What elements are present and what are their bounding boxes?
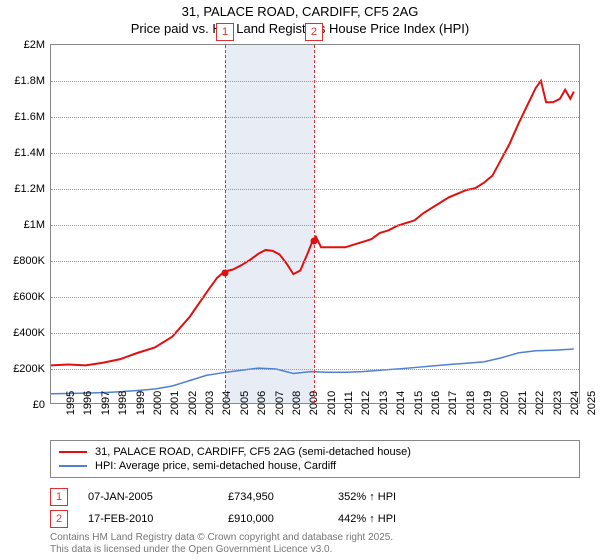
legend-label: HPI: Average price, semi-detached house,…	[95, 460, 336, 472]
y-axis-tick-label: £1.4M	[14, 147, 51, 159]
legend-swatch	[59, 451, 87, 453]
legend-item: 31, PALACE ROAD, CARDIFF, CF5 2AG (semi-…	[59, 445, 571, 459]
transaction-date: 17-FEB-2010	[88, 513, 208, 525]
y-axis-tick-label: £200K	[13, 363, 51, 375]
footer-line1: Contains HM Land Registry data © Crown c…	[50, 532, 393, 544]
y-axis-tick-label: £400K	[13, 327, 51, 339]
transaction-row: 2 17-FEB-2010 £910,000 442% ↑ HPI	[50, 508, 580, 530]
y-axis-tick-label: £600K	[13, 291, 51, 303]
transaction-row: 1 07-JAN-2005 £734,950 352% ↑ HPI	[50, 486, 580, 508]
series-line	[51, 81, 574, 366]
transaction-marker-label: 1	[216, 23, 234, 41]
grid-line	[51, 153, 579, 154]
transaction-hpi: 442% ↑ HPI	[338, 513, 448, 525]
y-axis-tick-label: £1.8M	[14, 75, 51, 87]
transaction-row-marker: 2	[50, 510, 68, 528]
legend-label: 31, PALACE ROAD, CARDIFF, CF5 2AG (semi-…	[95, 446, 411, 458]
grid-line	[51, 117, 579, 118]
grid-line	[51, 189, 579, 190]
transaction-row-marker: 1	[50, 488, 68, 506]
footer-line2: This data is licensed under the Open Gov…	[50, 544, 393, 556]
legend-item: HPI: Average price, semi-detached house,…	[59, 459, 571, 473]
transaction-point	[222, 269, 229, 276]
y-axis-tick-label: £1.2M	[14, 183, 51, 195]
grid-line	[51, 261, 579, 262]
transaction-price: £734,950	[228, 491, 318, 503]
y-axis-tick-label: £1M	[24, 219, 51, 231]
grid-line	[51, 225, 579, 226]
legend-swatch	[59, 465, 87, 467]
title-block: 31, PALACE ROAD, CARDIFF, CF5 2AG Price …	[0, 0, 600, 38]
chart-container: 31, PALACE ROAD, CARDIFF, CF5 2AG Price …	[0, 0, 600, 560]
transaction-hpi: 352% ↑ HPI	[338, 491, 448, 503]
chart-plot-area: £0£200K£400K£600K£800K£1M£1.2M£1.4M£1.6M…	[50, 44, 580, 404]
transaction-point	[310, 238, 317, 245]
grid-line	[51, 297, 579, 298]
transaction-marker-line	[314, 45, 315, 403]
transactions-table: 1 07-JAN-2005 £734,950 352% ↑ HPI 2 17-FEB-20…	[50, 486, 580, 530]
chart-svg	[51, 45, 579, 403]
y-axis-tick-label: £0	[33, 399, 51, 411]
transaction-price: £910,000	[228, 513, 318, 525]
footer-attribution: Contains HM Land Registry data © Crown c…	[50, 532, 393, 556]
y-axis-tick-label: £2M	[24, 39, 51, 51]
legend-box: 31, PALACE ROAD, CARDIFF, CF5 2AG (semi-…	[50, 440, 580, 478]
legend-and-table: 31, PALACE ROAD, CARDIFF, CF5 2AG (semi-…	[50, 440, 580, 530]
transaction-marker-label: 2	[305, 23, 323, 41]
transaction-date: 07-JAN-2005	[88, 491, 208, 503]
title-subtitle: Price paid vs. HM Land Registry's House …	[0, 21, 600, 38]
title-address: 31, PALACE ROAD, CARDIFF, CF5 2AG	[0, 4, 600, 21]
y-axis-tick-label: £1.6M	[14, 111, 51, 123]
x-axis-tick-label: 2025	[572, 391, 598, 415]
y-axis-tick-label: £800K	[13, 255, 51, 267]
grid-line	[51, 369, 579, 370]
transaction-marker-line	[225, 45, 226, 403]
grid-line	[51, 333, 579, 334]
grid-line	[51, 81, 579, 82]
